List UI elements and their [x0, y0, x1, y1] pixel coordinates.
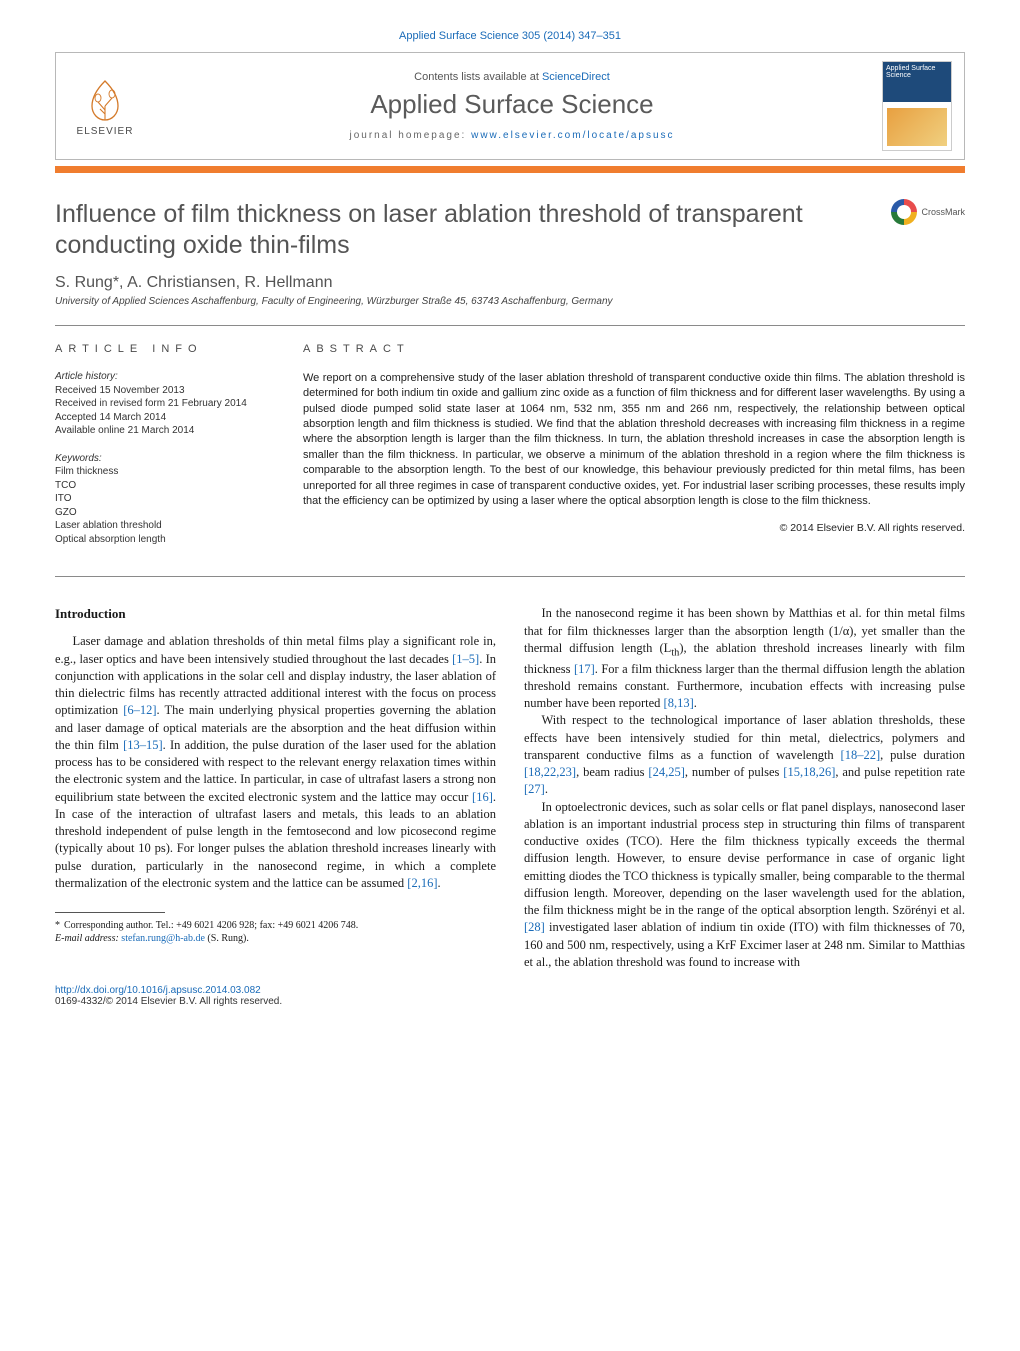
body-paragraph: Laser damage and ablation thresholds of … — [55, 633, 496, 892]
elsevier-wordmark: ELSEVIER — [77, 126, 134, 137]
text-run: (S. Rung). — [205, 933, 249, 944]
footnote-separator — [55, 912, 165, 913]
text-run: . — [694, 696, 697, 710]
journal-title: Applied Surface Science — [142, 89, 882, 120]
keyword: ITO — [55, 492, 273, 506]
article-info-column: article info Article history: Received 1… — [55, 342, 273, 561]
issn-copyright: 0169-4332/© 2014 Elsevier B.V. All right… — [55, 996, 965, 1007]
text-run: In optoelectronic devices, such as solar… — [524, 800, 965, 918]
journal-header: ELSEVIER Contents lists available at Sci… — [55, 52, 965, 160]
author-list: S. Rung*, A. Christiansen, R. Hellmann — [55, 274, 965, 292]
text-run: Laser damage and ablation thresholds of … — [55, 634, 496, 665]
sciencedirect-link[interactable]: ScienceDirect — [542, 71, 610, 83]
history-online: Available online 21 March 2014 — [55, 424, 273, 438]
affiliation: University of Applied Sciences Aschaffen… — [55, 296, 965, 307]
citation-link[interactable]: [18,22,23] — [524, 765, 576, 779]
keywords-label: Keywords: — [55, 452, 273, 466]
citation-link[interactable]: [13–15] — [123, 738, 163, 752]
text-run: . In case of the interaction of ultrafas… — [55, 790, 496, 890]
journal-homepage-link[interactable]: www.elsevier.com/locate/apsusc — [471, 130, 674, 141]
citation-link[interactable]: [6–12] — [123, 703, 156, 717]
text-run: , pulse duration — [880, 748, 965, 762]
citation-link[interactable]: [24,25] — [648, 765, 684, 779]
crossmark-badge[interactable]: CrossMark — [891, 199, 965, 225]
text-run: , number of pulses — [685, 765, 783, 779]
footnotes: *Corresponding author. Tel.: +49 6021 42… — [55, 919, 496, 945]
email-label: E-mail address: — [55, 933, 121, 944]
text-run: , beam radius — [576, 765, 648, 779]
author-3: R. Hellmann — [244, 274, 332, 291]
citation-link[interactable]: [18–22] — [841, 748, 881, 762]
keyword: GZO — [55, 506, 273, 520]
abstract-heading: abstract — [303, 342, 965, 357]
elsevier-tree-icon — [80, 76, 130, 126]
article-history: Article history: Received 15 November 20… — [55, 370, 273, 438]
text-run: Corresponding author. Tel.: +49 6021 420… — [64, 920, 358, 931]
crossmark-icon — [891, 199, 917, 225]
accent-bar — [55, 166, 965, 173]
keyword: Film thickness — [55, 465, 273, 479]
keyword: Optical absorption length — [55, 533, 273, 547]
body-paragraph: In optoelectronic devices, such as solar… — [524, 799, 965, 972]
text-run: . — [545, 782, 548, 796]
citation-link[interactable]: [17] — [574, 662, 595, 676]
page-footer: http://dx.doi.org/10.1016/j.apsusc.2014.… — [55, 985, 965, 1007]
history-revised: Received in revised form 21 February 201… — [55, 397, 273, 411]
keyword: TCO — [55, 479, 273, 493]
body-paragraph: In the nanosecond regime it has been sho… — [524, 605, 965, 712]
text-run: investigated laser ablation of indium ti… — [524, 920, 965, 969]
citation-link[interactable]: [27] — [524, 782, 545, 796]
email-footnote: E-mail address: stefan.rung@h-ab.de (S. … — [55, 932, 496, 945]
journal-cover-thumbnail: Applied Surface Science — [882, 61, 952, 151]
text-run: . — [438, 876, 441, 890]
elsevier-logo: ELSEVIER — [68, 66, 142, 146]
history-accepted: Accepted 14 March 2014 — [55, 411, 273, 425]
history-label: Article history: — [55, 370, 273, 384]
contents-lists-line: Contents lists available at ScienceDirec… — [142, 71, 882, 83]
abstract-column: abstract We report on a comprehensive st… — [303, 342, 965, 561]
journal-homepage-line: journal homepage: www.elsevier.com/locat… — [142, 130, 882, 141]
crossmark-label: CrossMark — [921, 207, 965, 217]
author-1: S. Rung — [55, 274, 113, 291]
running-head: Applied Surface Science 305 (2014) 347–3… — [55, 30, 965, 42]
citation-link[interactable]: [15,18,26] — [783, 765, 835, 779]
citation-link[interactable]: [16] — [472, 790, 493, 804]
history-received: Received 15 November 2013 — [55, 384, 273, 398]
body-two-column: Introduction Laser damage and ablation t… — [55, 605, 965, 971]
doi-link[interactable]: http://dx.doi.org/10.1016/j.apsusc.2014.… — [55, 985, 261, 996]
cover-title: Applied Surface Science — [883, 62, 951, 102]
abstract-copyright: © 2014 Elsevier B.V. All rights reserved… — [303, 521, 965, 536]
corresponding-email-link[interactable]: stefan.rung@h-ab.de — [121, 933, 205, 944]
abstract-text: We report on a comprehensive study of th… — [303, 371, 965, 510]
info-abstract-block: article info Article history: Received 1… — [55, 325, 965, 578]
citation-link[interactable]: [28] — [524, 920, 545, 934]
section-heading-introduction: Introduction — [55, 605, 496, 623]
author-2: A. Christiansen — [127, 274, 236, 291]
keyword: Laser ablation threshold — [55, 519, 273, 533]
keywords-block: Keywords: Film thickness TCO ITO GZO Las… — [55, 452, 273, 547]
article-info-heading: article info — [55, 342, 273, 357]
citation-link[interactable]: [1–5] — [452, 652, 479, 666]
article-title: Influence of film thickness on laser abl… — [55, 199, 877, 262]
body-paragraph: With respect to the technological import… — [524, 712, 965, 798]
citation-link[interactable]: [2,16] — [407, 876, 437, 890]
lists-text: Contents lists available at — [414, 71, 542, 83]
homepage-label: journal homepage: — [349, 130, 471, 141]
corresponding-footnote: *Corresponding author. Tel.: +49 6021 42… — [55, 919, 496, 932]
text-run: , and pulse repetition rate — [835, 765, 965, 779]
corresponding-marker: * — [113, 274, 119, 291]
citation-link[interactable]: [8,13] — [664, 696, 694, 710]
